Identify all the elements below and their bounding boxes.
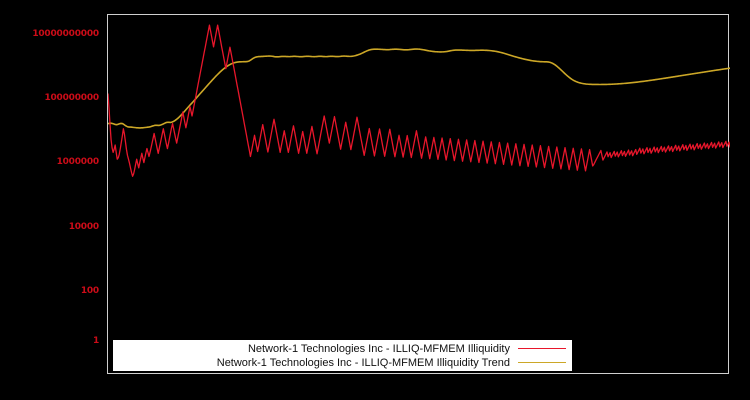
y-tick-label: 100 [80,286,99,296]
series-line-trend [108,48,730,129]
legend-swatch-illiquidity [518,348,566,349]
y-axis: 10000000000 100000000 1000000 10000 100 … [0,0,107,400]
y-tick-label: 1000000 [56,157,100,167]
legend-entry-illiquidity: Network-1 Technologies Inc - ILLIQ-MFMEM… [113,342,572,356]
legend: Network-1 Technologies Inc - ILLIQ-MFMEM… [113,340,572,371]
y-tick-label: 100000000 [44,93,99,103]
legend-label-illiquidity: Network-1 Technologies Inc - ILLIQ-MFMEM… [247,342,510,355]
y-tick-label: 1 [92,336,99,346]
series-line-illiquidity [108,24,730,177]
plot-area [107,14,730,374]
legend-swatch-trend [518,362,566,363]
y-tick-label: 10000 [68,222,100,232]
y-tick-label: 10000000000 [32,29,99,39]
legend-entry-trend: Network-1 Technologies Inc - ILLIQ-MFMEM… [113,356,572,370]
legend-label-trend: Network-1 Technologies Inc - ILLIQ-MFMEM… [216,356,510,369]
chart-canvas [108,24,730,177]
